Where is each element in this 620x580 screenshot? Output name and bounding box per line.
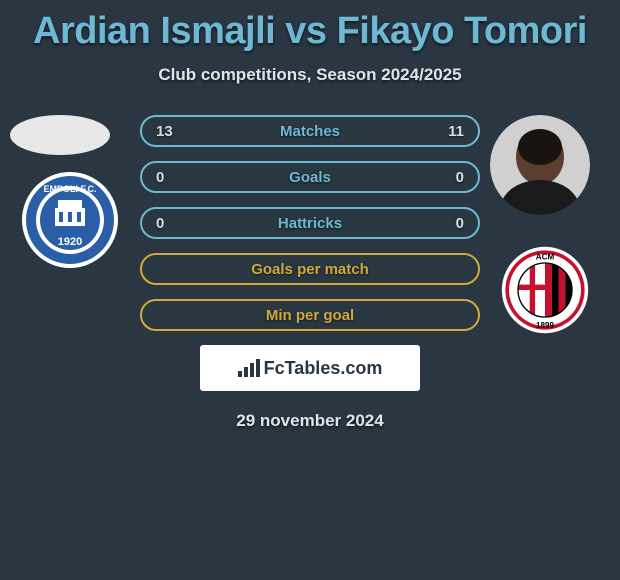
club-left-badge: EMPOLI F.C. 1920 [20, 170, 120, 270]
svg-text:EMPOLI F.C.: EMPOLI F.C. [43, 184, 96, 194]
player-right-avatar [490, 115, 590, 215]
stat-row: 0 Goals 0 [140, 161, 480, 193]
stat-label: Matches [196, 123, 424, 140]
comparison-subtitle: Club competitions, Season 2024/2025 [0, 65, 620, 85]
stat-row: 0 Hattricks 0 [140, 207, 480, 239]
stat-label: Hattricks [196, 215, 424, 232]
stat-right-value: 0 [424, 169, 464, 186]
stat-label: Goals [196, 169, 424, 186]
branding-badge: FcTables.com [200, 345, 420, 391]
stat-right-value: 0 [424, 215, 464, 232]
empoli-badge-icon: EMPOLI F.C. 1920 [20, 170, 120, 270]
player-left-avatar-placeholder [10, 115, 110, 155]
comparison-title: Ardian Ismajli vs Fikayo Tomori [0, 0, 620, 53]
stat-left-value: 0 [156, 215, 196, 232]
stats-container: 13 Matches 11 0 Goals 0 0 Hattricks 0 Go… [140, 115, 480, 331]
stat-row: 13 Matches 11 [140, 115, 480, 147]
stat-row: Goals per match [140, 253, 480, 285]
bars-icon [238, 359, 260, 377]
club-right-badge: ACM 1899 [500, 245, 590, 335]
svg-text:1899: 1899 [536, 321, 554, 330]
stat-right-value: 11 [424, 123, 464, 140]
stat-label: Goals per match [196, 261, 424, 278]
stat-left-value: 13 [156, 123, 196, 140]
stat-label: Min per goal [196, 307, 424, 324]
svg-text:ACM: ACM [536, 252, 555, 261]
svg-text:1920: 1920 [58, 236, 82, 248]
comparison-date: 29 november 2024 [0, 411, 620, 431]
acmilan-badge-icon: ACM 1899 [500, 245, 590, 335]
stat-left-value: 0 [156, 169, 196, 186]
stat-row: Min per goal [140, 299, 480, 331]
branding-text: FcTables.com [264, 358, 383, 379]
player-face-icon [490, 115, 590, 215]
